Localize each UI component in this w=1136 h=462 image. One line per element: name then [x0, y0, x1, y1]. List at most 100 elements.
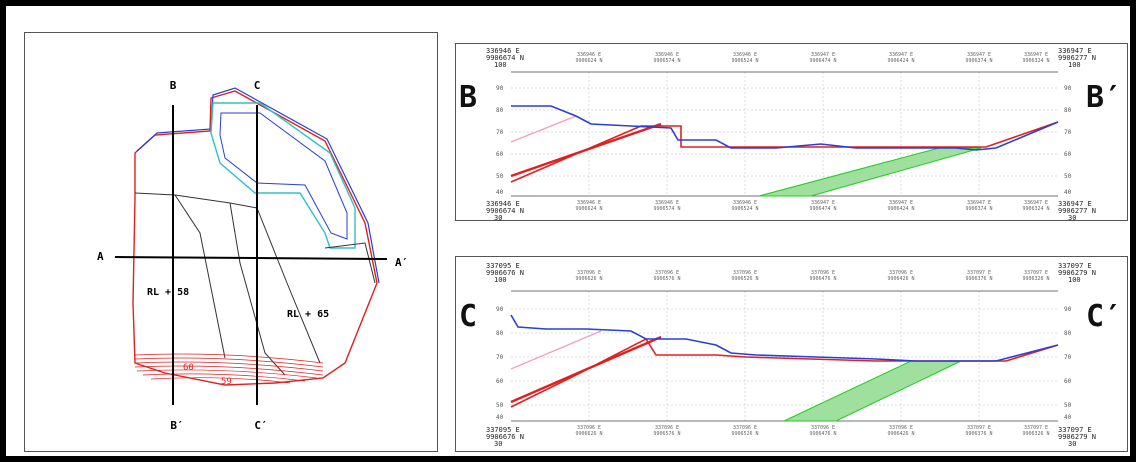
- corner-br-z: 30: [1068, 440, 1076, 448]
- top-tick-7-e: 337097 E: [1024, 270, 1048, 276]
- top-tick-4-n: 9906476 N: [809, 276, 836, 282]
- y-tick-60: 60: [496, 151, 504, 158]
- bottom-tick-6-e: 337097 E: [967, 425, 991, 431]
- bottom-tick-2-e: 337096 E: [655, 425, 679, 431]
- cross-section-b-drawing: 90 80 70 60 50 40 90 80 70 60 50 40 3369…: [486, 47, 1096, 222]
- bottom-tick-3-e: 336946 E: [733, 200, 757, 206]
- fill-zone-b: [758, 147, 982, 197]
- top-tick-7-n: 9906326 N: [1022, 276, 1049, 282]
- bottom-tick-7-n: 9906324 N: [1022, 206, 1049, 212]
- y-tick-90: 90: [496, 85, 504, 92]
- label-b-bottom: B′: [170, 419, 183, 432]
- corner-br-e: 337097 E: [1058, 426, 1092, 434]
- label-b-top: B: [170, 79, 177, 92]
- corner-tl-z: 100: [494, 276, 507, 284]
- lot-line-4: [256, 207, 321, 364]
- corner-br-n: 9906279 N: [1058, 433, 1096, 441]
- lot-line-5: [324, 242, 376, 284]
- top-tick-2-e: 336946 E: [655, 52, 679, 58]
- corner-tl-z: 100: [494, 61, 507, 69]
- y-tick-right-70: 70: [1064, 129, 1072, 136]
- top-tick-1-n: 9906624 N: [575, 58, 602, 64]
- bottom-tick-3-n: 9906524 N: [731, 206, 758, 212]
- y-tick-50: 50: [496, 402, 504, 409]
- bottom-tick-1-n: 9906624 N: [575, 206, 602, 212]
- corner-bl-e: 336946 E: [486, 200, 520, 208]
- y-tick-70: 70: [496, 129, 504, 136]
- bottom-tick-4-n: 9906476 N: [809, 431, 836, 437]
- y-tick-right-70: 70: [1064, 354, 1072, 361]
- y-tick-60: 60: [496, 378, 504, 385]
- surface-profile-b: [511, 105, 1059, 151]
- bottom-tick-3-e: 337096 E: [733, 425, 757, 431]
- label-c-bottom: C′: [254, 419, 267, 432]
- section-b-left-label: B: [459, 80, 478, 115]
- boundary-stripe-blue: [136, 87, 380, 284]
- rl-left-label: RL + 58: [147, 287, 189, 298]
- section-c-right-label: C′: [1086, 299, 1123, 334]
- contour-lines: [134, 353, 324, 384]
- road-band: [210, 102, 356, 249]
- section-c-left-label: C: [459, 299, 478, 334]
- top-tick-4-n: 9906474 N: [809, 58, 836, 64]
- bottom-tick-6-n: 9906374 N: [965, 206, 992, 212]
- y-tick-40: 40: [496, 414, 504, 421]
- corner-tl-n: 9906674 N: [486, 54, 524, 62]
- section-b-right-label: B′: [1086, 80, 1123, 115]
- top-tick-5-e: 337096 E: [889, 270, 913, 276]
- top-tick-3-e: 336946 E: [733, 52, 757, 58]
- cross-section-c-drawing: 90 80 70 60 50 40 90 80 70 60 50 40 3370…: [486, 262, 1096, 448]
- cross-section-c-panel: 90 80 70 60 50 40 90 80 70 60 50 40 3370…: [455, 256, 1128, 452]
- y-tick-right-80: 80: [1064, 107, 1072, 114]
- corner-bl-e: 337095 E: [486, 426, 520, 434]
- corner-tr-z: 100: [1068, 61, 1081, 69]
- corner-tr-e: 337097 E: [1058, 262, 1092, 270]
- top-tick-4-e: 336947 E: [811, 52, 835, 58]
- corner-br-n: 9906277 N: [1058, 207, 1096, 215]
- bottom-tick-5-e: 337096 E: [889, 425, 913, 431]
- top-tick-5-e: 336947 E: [889, 52, 913, 58]
- corner-bl-z: 30: [494, 214, 502, 222]
- y-tick-50: 50: [496, 173, 504, 180]
- lot-line-3: [229, 202, 286, 376]
- top-tick-2-n: 9906576 N: [653, 276, 680, 282]
- top-tick-3-n: 9906524 N: [731, 58, 758, 64]
- lot-line-2: [174, 194, 226, 359]
- top-tick-6-n: 9906374 N: [965, 58, 992, 64]
- rl-right-label: RL + 65: [287, 309, 329, 320]
- design-wedge-b: [510, 122, 662, 178]
- corner-tr-n: 9906279 N: [1058, 269, 1096, 277]
- cut-slope-c: [510, 330, 602, 370]
- top-tick-7-e: 336947 E: [1024, 52, 1048, 58]
- label-a-right: A′: [395, 256, 408, 269]
- corner-tr-n: 9906277 N: [1058, 54, 1096, 62]
- y-tick-80: 80: [496, 330, 504, 337]
- bottom-tick-4-e: 336947 E: [811, 200, 835, 206]
- road-band-inner: [219, 112, 348, 240]
- corner-tl-e: 337095 E: [486, 262, 520, 270]
- bottom-tick-1-e: 337096 E: [577, 425, 601, 431]
- top-tick-5-n: 9906424 N: [887, 58, 914, 64]
- y-tick-80: 80: [496, 107, 504, 114]
- top-tick-3-n: 9906526 N: [731, 276, 758, 282]
- design-wedge-c: [510, 335, 662, 404]
- corner-bl-n: 9906676 N: [486, 433, 524, 441]
- site-boundary-outer: [132, 90, 378, 386]
- top-tick-7-n: 9906324 N: [1022, 58, 1049, 64]
- design-profile-c: [510, 337, 1059, 408]
- surface-profile-c: [510, 314, 1059, 362]
- top-tick-6-e: 337097 E: [967, 270, 991, 276]
- y-tick-right-90: 90: [1064, 306, 1072, 313]
- lot-line-1: [134, 192, 258, 209]
- plan-map-drawing: B C B′ C′ A A′ RL + 58 RL + 65 60 59: [97, 79, 408, 432]
- y-tick-90: 90: [496, 306, 504, 313]
- y-tick-right-50: 50: [1064, 402, 1072, 409]
- grid-b: [511, 72, 1058, 196]
- corner-tr-z: 100: [1068, 276, 1081, 284]
- corner-br-z: 30: [1068, 214, 1076, 222]
- top-tick-1-e: 337096 E: [577, 270, 601, 276]
- y-tick-70: 70: [496, 354, 504, 361]
- bottom-tick-3-n: 9906526 N: [731, 431, 758, 437]
- bottom-tick-4-n: 9906474 N: [809, 206, 836, 212]
